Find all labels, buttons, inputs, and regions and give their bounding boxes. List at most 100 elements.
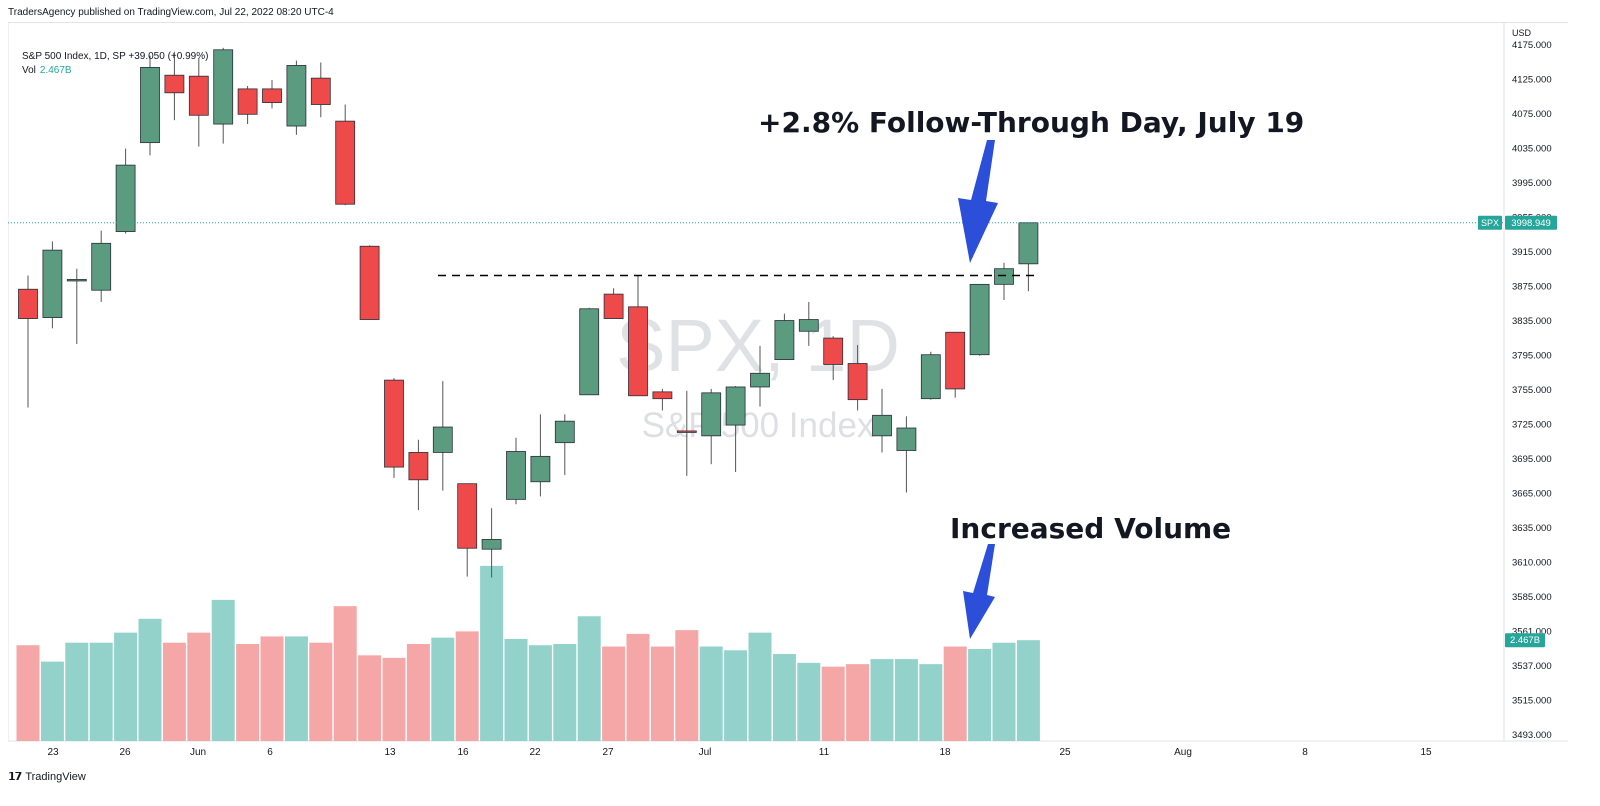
candle-body bbox=[237, 88, 258, 115]
price-tick-label: 3835.000 bbox=[1512, 316, 1552, 327]
time-tick-label: 11 bbox=[819, 747, 830, 758]
candle-body bbox=[1018, 222, 1039, 265]
volume-bar bbox=[528, 645, 552, 741]
candle-body bbox=[969, 283, 990, 356]
candle bbox=[847, 344, 868, 411]
candle bbox=[554, 414, 575, 475]
candle bbox=[676, 390, 697, 476]
volume-bar bbox=[16, 645, 40, 741]
candle-body bbox=[701, 392, 722, 437]
time-tick-label: 15 bbox=[1420, 747, 1432, 758]
volume-bar bbox=[65, 642, 89, 741]
price-tick-label: 3493.000 bbox=[1512, 730, 1552, 741]
time-tick-label: 26 bbox=[119, 747, 131, 758]
price-tick-label: 3665.000 bbox=[1512, 489, 1552, 500]
tradingview-logo[interactable]: 𝟭𝟳 TradingView bbox=[8, 770, 86, 784]
volume-bar bbox=[943, 646, 967, 741]
price-tick-label: 3755.000 bbox=[1512, 385, 1552, 396]
price-tick-label: 3585.000 bbox=[1512, 592, 1552, 603]
candle-body bbox=[579, 308, 600, 396]
arrow-follow-through bbox=[958, 140, 998, 263]
arrow-increased-volume bbox=[963, 544, 995, 639]
volume-bar bbox=[480, 565, 504, 741]
time-tick-label: Jul bbox=[699, 747, 712, 758]
candles-layer bbox=[18, 47, 1039, 578]
time-tick-label: Jun bbox=[190, 747, 206, 758]
volume-bar bbox=[333, 606, 357, 741]
price-tick-label: 4075.000 bbox=[1512, 109, 1552, 120]
candle bbox=[701, 388, 722, 465]
candle-body bbox=[66, 279, 87, 282]
chart-frame[interactable]: SPX, 1D S&P 500 Index USD 4175.000 4125.0… bbox=[8, 22, 1568, 783]
candle-body bbox=[603, 293, 624, 319]
last-price-tag: SPX 3998.949 bbox=[1478, 215, 1557, 230]
time-tick-label: 16 bbox=[457, 747, 469, 758]
candle bbox=[994, 262, 1014, 300]
increased-volume-annotation: Increased Volume bbox=[950, 512, 1231, 545]
candlestick-chart[interactable]: SPX, 1D S&P 500 Index USD 4175.0004125.0… bbox=[8, 23, 1568, 783]
candle bbox=[286, 60, 307, 135]
volume-bar bbox=[797, 662, 821, 741]
price-tick-label: 3515.000 bbox=[1512, 696, 1552, 707]
volume-tag-text: 2.467B bbox=[1510, 635, 1540, 646]
candle-body bbox=[18, 288, 38, 319]
volume-bar bbox=[260, 636, 284, 741]
publish-info: TradersAgency published on TradingView.c… bbox=[8, 7, 334, 18]
candle-body bbox=[213, 49, 234, 125]
volume-bar bbox=[699, 646, 723, 741]
volume-bar bbox=[602, 646, 626, 741]
volume-bar bbox=[187, 632, 211, 741]
volume-bar bbox=[675, 630, 699, 741]
price-tick-label: 3915.000 bbox=[1512, 247, 1552, 258]
candle bbox=[481, 508, 502, 578]
volume-legend[interactable]: Vol 2.467B bbox=[22, 65, 72, 76]
candle-body bbox=[262, 88, 282, 103]
volume-bar bbox=[211, 599, 235, 741]
volume-bar bbox=[89, 642, 113, 741]
volume-bar bbox=[406, 643, 430, 741]
watermark-name: S&P 500 Index bbox=[642, 406, 875, 445]
candle-body bbox=[920, 354, 941, 400]
price-tick-label: 3995.000 bbox=[1512, 178, 1552, 189]
candle bbox=[188, 58, 209, 147]
candle-body bbox=[506, 451, 526, 500]
candle bbox=[335, 104, 356, 206]
price-axis[interactable]: 4175.000 4125.000 4075.000 4035.000 3995.000… bbox=[1512, 40, 1552, 741]
time-tick-label: 25 bbox=[1059, 747, 1071, 758]
candle bbox=[384, 378, 404, 478]
volume-bar bbox=[309, 642, 333, 741]
candle-body bbox=[115, 164, 136, 232]
candle-body bbox=[359, 245, 380, 320]
candle-body bbox=[676, 430, 697, 433]
volume-bar bbox=[919, 664, 943, 741]
candle-body bbox=[335, 120, 356, 205]
time-tick-label: 8 bbox=[1302, 747, 1308, 758]
candle-body bbox=[91, 242, 112, 291]
candle bbox=[774, 313, 795, 361]
volume-bar bbox=[114, 632, 138, 741]
candle bbox=[945, 331, 966, 398]
candle bbox=[432, 381, 453, 491]
volume-tag-bg bbox=[1505, 633, 1545, 648]
candle bbox=[164, 51, 185, 121]
time-tick-label: 23 bbox=[47, 747, 59, 758]
candle bbox=[237, 85, 258, 125]
candle bbox=[140, 55, 160, 156]
volume-bar bbox=[626, 633, 650, 741]
volume-bar bbox=[724, 650, 748, 741]
candle bbox=[408, 439, 429, 511]
candle bbox=[603, 288, 624, 319]
candle bbox=[18, 275, 38, 408]
time-tick-label: 27 bbox=[602, 747, 614, 758]
time-axis[interactable]: 23 26 Jun 6 13 16 22 27 Jul 11 18 25 Aug 8 15 bbox=[47, 747, 1432, 758]
candle bbox=[750, 345, 770, 407]
volume-bar bbox=[992, 642, 1016, 741]
candle-body bbox=[286, 65, 307, 127]
candle-body bbox=[798, 319, 819, 332]
candle-body bbox=[628, 306, 648, 397]
symbol-legend[interactable]: S&P 500 Index, 1D, SP +39.050 (+0.99%) bbox=[22, 51, 208, 62]
volume-bar bbox=[821, 666, 845, 741]
tradingview-logo-icon: 𝟭𝟳 bbox=[8, 771, 22, 783]
candle-body bbox=[481, 539, 502, 550]
candle-body bbox=[750, 372, 770, 388]
